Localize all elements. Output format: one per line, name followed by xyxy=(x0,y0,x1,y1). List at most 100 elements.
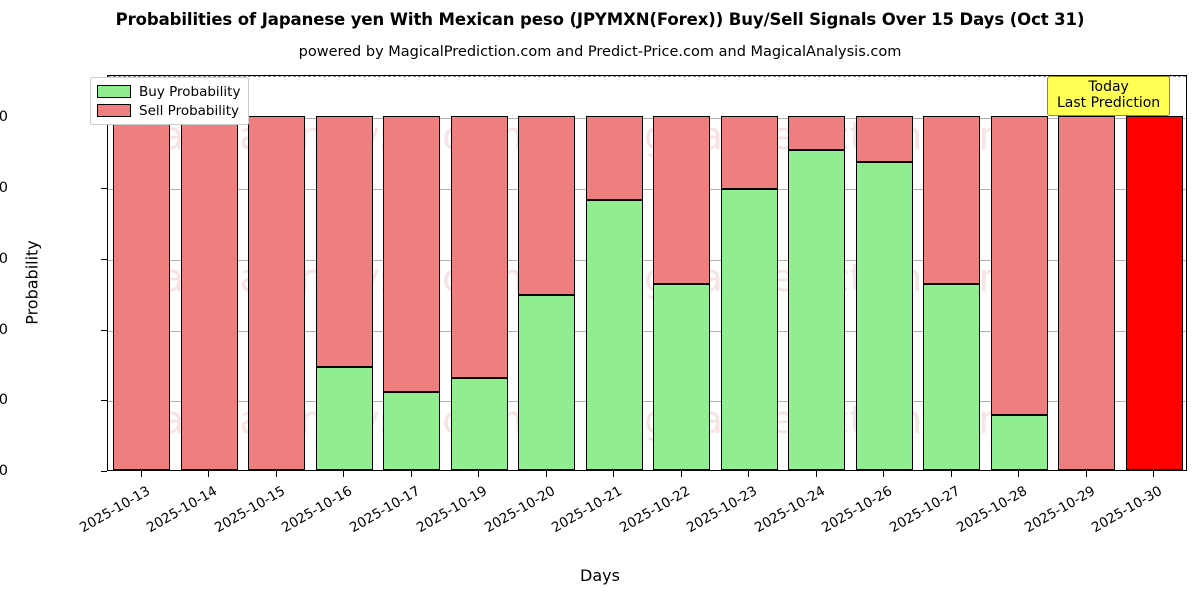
legend-item-label: Sell Probability xyxy=(139,102,240,119)
bar-segment-buy[interactable] xyxy=(585,199,643,470)
bar-group[interactable] xyxy=(248,76,306,470)
x-axis-tick-label: 2025-10-22 xyxy=(616,483,693,537)
bar-segment-sell[interactable] xyxy=(383,116,441,393)
bar-group[interactable] xyxy=(923,76,981,470)
bar-segment-buy[interactable] xyxy=(315,367,373,470)
x-axis-tick-label: 2025-10-20 xyxy=(481,483,558,537)
bar-segment-sell[interactable] xyxy=(1058,116,1116,470)
y-axis-tick-label: 60 xyxy=(0,250,8,267)
y-axis-tick-label: 20 xyxy=(0,392,8,409)
x-axis-tick-label: 2025-10-28 xyxy=(954,483,1031,537)
legend-swatch-icon xyxy=(97,104,131,117)
x-axis-tick-label: 2025-10-13 xyxy=(76,483,153,537)
bar-segment-buy[interactable] xyxy=(653,284,711,470)
bar-group[interactable] xyxy=(113,76,171,470)
y-axis-tick-mark xyxy=(101,188,107,190)
bar-segment-buy[interactable] xyxy=(788,150,846,470)
bar-group[interactable] xyxy=(518,76,576,470)
y-axis-label: Probability xyxy=(22,240,42,325)
x-axis-tick-mark xyxy=(343,471,345,477)
y-axis-tick-label: 40 xyxy=(0,321,8,338)
bar-group[interactable] xyxy=(720,76,778,470)
bar-segment-sell[interactable] xyxy=(855,116,913,163)
bar-segment-sell[interactable] xyxy=(248,116,306,470)
bar-segment-buy[interactable] xyxy=(383,392,441,470)
gridline xyxy=(108,189,1186,191)
x-axis-tick-mark xyxy=(140,471,142,477)
chart-subtitle: powered by MagicalPrediction.com and Pre… xyxy=(298,44,902,60)
legend-swatch-icon xyxy=(97,85,131,98)
bar-segment-sell[interactable] xyxy=(923,116,981,285)
bar-segment-sell[interactable] xyxy=(518,116,576,295)
bar-segment-sell[interactable] xyxy=(113,116,171,470)
x-axis-tick-mark xyxy=(815,471,817,477)
bar-segment-buy[interactable] xyxy=(518,294,576,470)
x-axis-tick-mark xyxy=(478,471,480,477)
legend-item-label: Buy Probability xyxy=(139,83,241,100)
x-axis-tick-label: 2025-10-27 xyxy=(886,483,963,537)
y-axis-tick-label: 80 xyxy=(0,180,8,197)
x-axis-label: Days xyxy=(580,566,620,585)
bar-segment-buy[interactable] xyxy=(923,284,981,470)
y-axis-tick-label: 0 xyxy=(0,463,8,479)
bar-segment-sell[interactable] xyxy=(653,116,711,285)
x-axis-tick-label: 2025-10-29 xyxy=(1021,483,1098,537)
bar-segment-sell[interactable] xyxy=(788,116,846,151)
legend-item[interactable]: Buy Probability xyxy=(97,82,240,101)
x-axis-tick-label: 2025-10-19 xyxy=(414,483,491,537)
x-axis-tick-mark xyxy=(1085,471,1087,477)
x-axis-tick-label: 2025-10-21 xyxy=(549,483,626,537)
bar-group[interactable] xyxy=(180,76,238,470)
reference-dashed-line xyxy=(108,76,1186,77)
bar-group[interactable] xyxy=(1058,76,1116,470)
x-axis-tick-label: 2025-10-16 xyxy=(279,483,356,537)
bar-group[interactable] xyxy=(1125,76,1183,470)
x-axis-tick-mark xyxy=(613,471,615,477)
gridline xyxy=(108,118,1186,120)
x-axis-tick-label: 2025-10-30 xyxy=(1089,483,1166,537)
bar-segment-today[interactable] xyxy=(1125,116,1183,470)
gridline xyxy=(108,401,1186,403)
x-axis-tick-label: 2025-10-23 xyxy=(684,483,761,537)
x-axis-tick-mark xyxy=(410,471,412,477)
x-axis-tick-label: 2025-10-24 xyxy=(751,483,828,537)
legend-item[interactable]: Sell Probability xyxy=(97,101,240,120)
x-axis-tick-label: 2025-10-15 xyxy=(211,483,288,537)
x-axis-tick-mark xyxy=(883,471,885,477)
bar-group[interactable] xyxy=(855,76,913,470)
x-axis-tick-mark xyxy=(1153,471,1155,477)
bar-segment-buy[interactable] xyxy=(855,162,913,470)
chart-title: Probabilities of Japanese yen With Mexic… xyxy=(115,10,1085,29)
chart-legend: Buy Probability Sell Probability xyxy=(90,77,250,125)
y-axis-tick-mark xyxy=(101,329,107,331)
bar-group[interactable] xyxy=(315,76,373,470)
bar-group[interactable] xyxy=(383,76,441,470)
bar-group[interactable] xyxy=(585,76,643,470)
x-axis-tick-mark xyxy=(950,471,952,477)
bar-segment-buy[interactable] xyxy=(990,415,1048,470)
x-axis-tick-mark xyxy=(680,471,682,477)
y-axis-tick-mark xyxy=(101,471,107,472)
bar-segment-sell[interactable] xyxy=(180,116,238,470)
bar-group[interactable] xyxy=(990,76,1048,470)
bar-group[interactable] xyxy=(788,76,846,470)
bar-group[interactable] xyxy=(653,76,711,470)
bar-segment-sell[interactable] xyxy=(990,116,1048,416)
today-annotation-line2: Last Prediction xyxy=(1057,94,1161,111)
plot-area: MagicalAnalysis.comMagicalPrediction.com… xyxy=(107,75,1187,471)
bar-segment-sell[interactable] xyxy=(315,116,373,368)
bar-segment-buy[interactable] xyxy=(720,188,778,470)
x-axis-tick-mark xyxy=(748,471,750,477)
x-axis-tick-mark xyxy=(208,471,210,477)
x-axis-tick-mark xyxy=(1018,471,1020,477)
bar-group[interactable] xyxy=(450,76,508,470)
bar-segment-sell[interactable] xyxy=(450,116,508,379)
x-axis-tick-label: 2025-10-26 xyxy=(819,483,896,537)
bar-segment-buy[interactable] xyxy=(450,378,508,470)
bar-segment-sell[interactable] xyxy=(585,116,643,200)
bar-segment-sell[interactable] xyxy=(720,116,778,189)
y-axis-tick-mark xyxy=(101,400,107,402)
today-annotation: Today Last Prediction xyxy=(1047,76,1171,117)
x-axis-tick-label: 2025-10-14 xyxy=(144,483,221,537)
